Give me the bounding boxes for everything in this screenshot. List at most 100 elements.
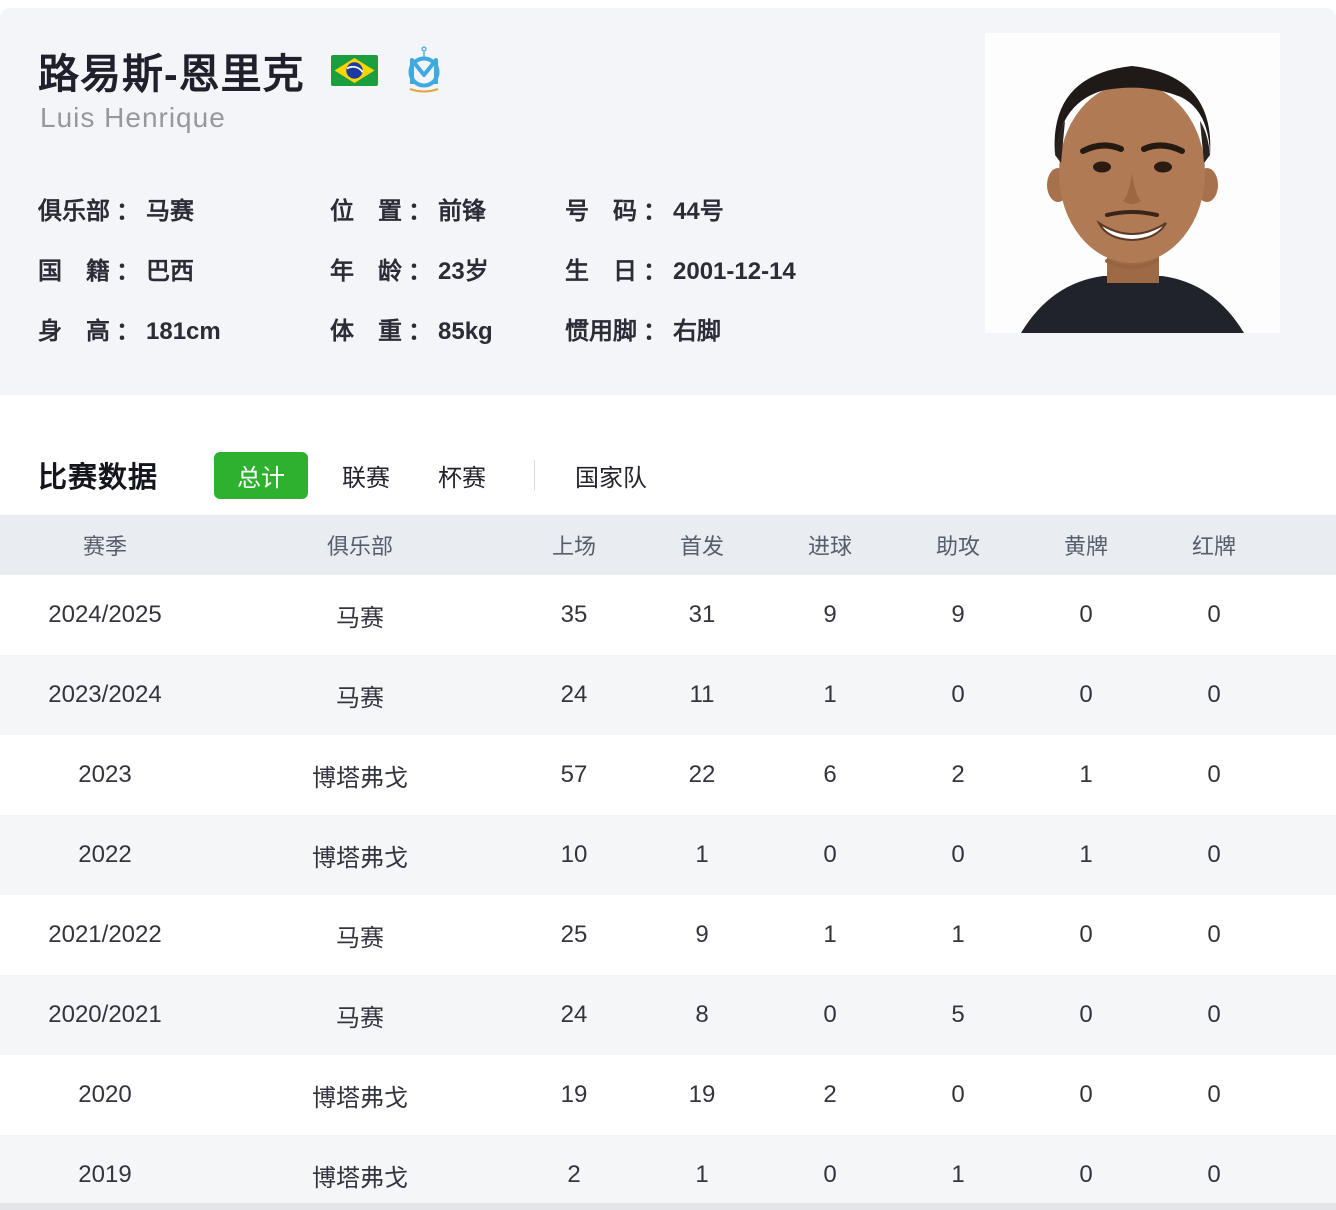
stat-cell: 25: [560, 921, 588, 948]
tabs-divider: [534, 460, 536, 490]
stat-cell: 0: [951, 841, 965, 868]
info-colon: ：: [643, 317, 667, 345]
info-label: 俱乐部: [38, 197, 110, 225]
club-cell: 博塔弗戈: [312, 1084, 408, 1112]
table-row: 2020 博塔弗戈 19 19 2 0 0 0: [0, 1055, 1336, 1135]
info-field-number: 号 码： 44号: [565, 191, 796, 226]
header-cell: 俱乐部: [326, 534, 393, 559]
player-info-grid: 俱乐部：马赛 位 置：前锋 号 码： 44号 国 籍：巴西 年 龄： 23岁 生 日…: [38, 178, 796, 358]
stat-cell: 5: [951, 1001, 965, 1028]
info-field-age: 年 龄： 23岁: [330, 251, 565, 286]
stat-cell: 0: [1207, 1161, 1221, 1188]
stat-cell: 1: [951, 1161, 965, 1188]
info-colon: ：: [408, 317, 432, 345]
tab-total[interactable]: 总计: [214, 451, 309, 499]
info-value: 右脚: [673, 317, 721, 345]
tab-cup[interactable]: 杯赛: [438, 464, 487, 492]
table-row: 2020/2021 马赛 24 8 0 5 0 0: [0, 975, 1336, 1055]
stat-cell: 0: [1207, 841, 1221, 868]
stat-cell: 24: [560, 681, 588, 708]
stat-cell: 22: [688, 761, 716, 788]
stat-cell: 0: [1079, 921, 1093, 948]
stat-cell: 1: [1079, 761, 1093, 788]
table-row: 2022 博塔弗戈 10 1 0 0 1 0: [0, 815, 1336, 895]
info-value: 181cm: [146, 317, 221, 345]
stats-table-header: 赛季 俱乐部 上场 首发 进球 助攻 黄牌 红牌: [0, 515, 1336, 575]
stats-table: 赛季 俱乐部 上场 首发 进球 助攻 黄牌 红牌 2024/2025 马赛 35 31 9 9 0 0 202…: [0, 515, 1336, 1210]
header-cell: 进球: [807, 534, 852, 559]
stat-cell: 1: [1079, 841, 1093, 868]
club-cell: 博塔弗戈: [312, 1164, 408, 1192]
stat-cell: 1: [823, 921, 837, 948]
stat-cell: 0: [823, 1161, 837, 1188]
stat-cell: 0: [951, 681, 965, 708]
info-label: 位 置: [330, 197, 402, 225]
stat-cell: 1: [951, 921, 965, 948]
player-photo: [985, 33, 1280, 333]
club-cell: 马赛: [336, 1004, 384, 1032]
stats-table-body: 2024/2025 马赛 35 31 9 9 0 0 2023/2024 马赛 24 11 1 0 0 0 20…: [0, 575, 1336, 1210]
stat-cell: 0: [1079, 681, 1093, 708]
tab-national-team[interactable]: 国家队: [575, 464, 648, 492]
season-cell: 2023: [78, 761, 132, 788]
season-cell: 2020: [78, 1081, 132, 1108]
stat-cell: 0: [1079, 1001, 1093, 1028]
stat-cell: 2: [951, 761, 965, 788]
stat-cell: 2: [823, 1081, 837, 1108]
stat-cell: 2: [567, 1161, 581, 1188]
stat-cell: 0: [1207, 601, 1221, 628]
stats-tabs-row: 比赛数据 总计 联赛 杯赛 国家队: [0, 435, 1336, 515]
stat-cell: 1: [823, 681, 837, 708]
header-cell: 赛季: [82, 534, 127, 559]
info-value: 前锋: [438, 197, 486, 225]
player-name-cn: 路易斯-恩里克: [38, 51, 305, 97]
stat-cell: 8: [695, 1001, 709, 1028]
table-row: 2021/2022 马赛 25 9 1 1 0 0: [0, 895, 1336, 975]
header-cell: 黄牌: [1063, 534, 1108, 559]
table-row: 2023 博塔弗戈 57 22 6 2 1 0: [0, 735, 1336, 815]
info-value: 44号: [673, 197, 724, 225]
stat-cell: 0: [1207, 921, 1221, 948]
stat-cell: 19: [560, 1081, 588, 1108]
stat-cell: 31: [688, 601, 716, 628]
info-colon: ：: [643, 197, 667, 225]
stat-cell: 0: [1079, 1081, 1093, 1108]
player-profile-card: 路易斯-恩里克 Luis Henrique 俱乐部：马赛 位 置：前锋 号 码：…: [0, 8, 1336, 395]
season-cell: 2019: [78, 1161, 132, 1188]
stat-cell: 0: [1079, 1161, 1093, 1188]
season-cell: 2021/2022: [48, 921, 162, 948]
brazil-flag-icon: [330, 54, 378, 86]
stat-cell: 10: [560, 841, 588, 868]
season-cell: 2020/2021: [48, 1001, 162, 1028]
club-cell: 博塔弗戈: [312, 844, 408, 872]
club-cell: 博塔弗戈: [312, 764, 408, 792]
player-name-en: Luis Henrique: [40, 102, 226, 133]
info-label: 体 重: [330, 317, 402, 345]
season-cell: 2024/2025: [48, 601, 162, 628]
stat-cell: 9: [951, 601, 965, 628]
stat-cell: 0: [1207, 681, 1221, 708]
info-label: 生 日: [565, 257, 637, 285]
stat-cell: 1: [695, 841, 709, 868]
season-cell: 2022: [78, 841, 132, 868]
info-field-foot: 惯用脚：右脚: [565, 311, 796, 346]
info-label: 年 龄: [330, 257, 402, 285]
player-title-row: 路易斯-恩里克: [38, 42, 446, 98]
info-label: 号 码: [565, 197, 637, 225]
stat-cell: 0: [1207, 1081, 1221, 1108]
stat-cell: 1: [695, 1161, 709, 1188]
info-field-birthday: 生 日： 2001-12-14: [565, 251, 796, 286]
club-cell: 马赛: [336, 684, 384, 712]
table-row: 2023/2024 马赛 24 11 1 0 0 0: [0, 655, 1336, 735]
info-colon: ：: [116, 197, 140, 225]
info-colon: ：: [408, 197, 432, 225]
stat-cell: 11: [689, 681, 715, 708]
header-cell: 上场: [551, 534, 596, 559]
info-colon: ：: [643, 257, 667, 285]
stats-section-title: 比赛数据: [38, 462, 159, 494]
stat-cell: 57: [560, 761, 588, 788]
tab-league[interactable]: 联赛: [342, 464, 391, 492]
info-value: 2001-12-14: [673, 257, 796, 285]
info-colon: ：: [116, 317, 140, 345]
stat-cell: 24: [560, 1001, 588, 1028]
